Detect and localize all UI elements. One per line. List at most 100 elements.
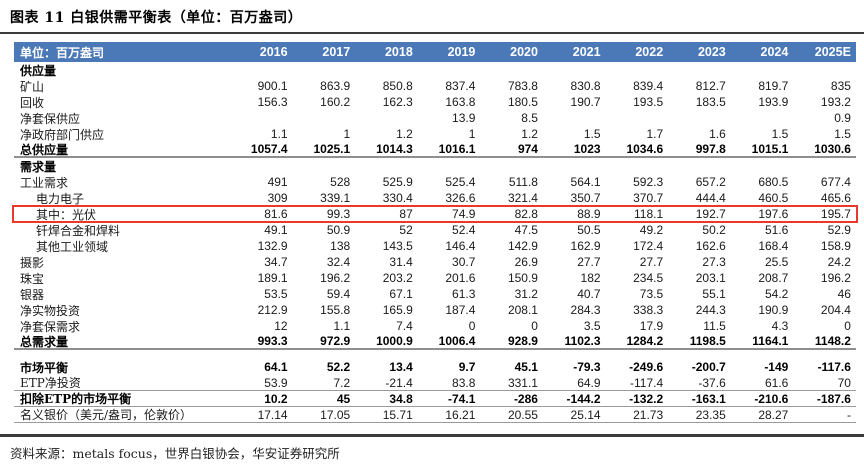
value-cell: 46 (837, 287, 851, 301)
value-cell: 1006.4 (438, 334, 476, 348)
value-cell: -21.4 (385, 375, 413, 390)
value-cell: 0 (468, 319, 476, 333)
value-cell: 1.5 (583, 127, 601, 141)
value-cell: 45 (336, 391, 351, 406)
value-cell: 525.4 (445, 175, 476, 189)
value-cell: 17.14 (257, 407, 288, 422)
row-label: 总需求量 (20, 334, 69, 349)
value-cell: 24.2 (827, 255, 851, 269)
table-row: 其他工业领域 132.9 138 143.5 146.4 142.9 162.9 172.4 1… (14, 238, 856, 254)
value-cell: 12 (274, 319, 288, 333)
value-cell: 183.5 (695, 95, 726, 109)
value-cell: 592.3 (633, 175, 664, 189)
value-cell: 197.6 (758, 207, 789, 221)
row-label: 摄影 (20, 255, 45, 270)
value-cell: 20.55 (507, 407, 538, 422)
value-cell: 928.9 (507, 334, 538, 348)
value-cell: 15.71 (382, 407, 413, 422)
value-cell: 511.8 (508, 175, 538, 189)
value-cell: -149 (764, 360, 789, 374)
value-cell: 13.4 (389, 360, 413, 374)
row-label: 市场平衡 (20, 360, 69, 375)
value-cell: 1284.2 (626, 334, 664, 348)
value-cell: 1015.1 (751, 142, 789, 156)
value-cell: 165.9 (382, 303, 413, 317)
table-row: 供应量 (14, 62, 856, 78)
value-cell: 11.5 (703, 319, 726, 333)
value-cell: 163.8 (445, 95, 476, 109)
value-cell: 830.8 (570, 79, 601, 93)
value-cell: 7.2 (333, 375, 351, 390)
value-cell: 1000.9 (376, 334, 413, 348)
table-row: 钎焊合金和焊料 49.1 50.9 52 52.4 47.5 50.5 49.2 50.2 51.… (14, 222, 856, 238)
value-cell: 196.2 (320, 271, 351, 285)
value-cell: 208.1 (507, 303, 538, 317)
year-header: 2025E (814, 45, 851, 59)
value-cell: 32.4 (326, 255, 351, 269)
silver-supply-demand-table: 单位：百万盎司 2016 2017 2018 2019 2020 2021 2022 2023… (12, 42, 858, 423)
value-cell: 564.1 (570, 175, 601, 189)
row-label: ETP净投资 (20, 376, 81, 390)
row-label: 净政府部门供应 (20, 127, 105, 142)
value-cell: -117.6 (817, 360, 851, 374)
value-cell: 70 (837, 375, 851, 390)
row-label: 珠宝 (20, 271, 45, 286)
value-cell: 331.1 (507, 375, 538, 390)
value-cell: 67.1 (389, 287, 413, 301)
value-cell: 182 (580, 271, 601, 285)
value-cell: 192.7 (695, 207, 726, 221)
value-cell: 10.2 (264, 391, 288, 406)
year-header: 2018 (384, 45, 413, 59)
row-label: 名义银价（美元/盎司，伦敦价） (20, 408, 193, 422)
value-cell: 444.4 (695, 191, 726, 205)
value-cell: 839.4 (633, 79, 664, 93)
value-cell: 189.1 (257, 271, 288, 285)
year-header: 2024 (760, 45, 789, 59)
value-cell: 193.2 (820, 95, 851, 109)
value-cell: 819.7 (758, 79, 789, 93)
value-cell: 204.4 (820, 303, 851, 317)
table-row: 扣除ETP的市场平衡 10.2 45 34.8 -74.1 -286 -144.2 -132.… (14, 391, 856, 407)
value-cell: 28.27 (758, 407, 789, 422)
value-cell: 52 (399, 223, 413, 237)
table-row: 净套保供应 13.9 8.5 0.9 (14, 110, 856, 126)
value-cell: 81.6 (264, 207, 288, 221)
value-cell: 837.4 (445, 79, 476, 93)
table-row: 摄影 34.7 32.4 31.4 30.7 26.9 27.7 27.7 27.3 25.5 24… (14, 254, 856, 270)
value-cell: 21.73 (633, 407, 664, 422)
value-cell: 27.7 (639, 255, 664, 269)
value-cell: 677.4 (820, 175, 851, 189)
year-header: 2016 (259, 45, 288, 59)
value-cell: 45.1 (514, 360, 538, 374)
value-cell: 64.1 (264, 360, 288, 374)
value-cell: 195.7 (820, 207, 851, 221)
value-cell: 203.2 (382, 271, 413, 285)
value-cell: 190.9 (758, 303, 789, 317)
value-cell: - (846, 407, 851, 422)
value-cell: -117.4 (630, 375, 664, 390)
value-cell: 4.3 (771, 319, 789, 333)
value-cell: 50.2 (702, 223, 726, 237)
value-cell: 1014.3 (376, 142, 413, 156)
value-cell: 162.9 (570, 239, 601, 253)
value-cell: 193.9 (758, 95, 789, 109)
value-cell: -144.2 (566, 391, 601, 406)
value-cell: 7.4 (396, 319, 413, 333)
year-header: 2017 (322, 45, 351, 59)
value-cell: 88.9 (577, 207, 601, 221)
row-label: 扣除ETP的市场平衡 (20, 392, 132, 406)
value-cell: 49.1 (264, 223, 288, 237)
value-cell: 87 (399, 207, 413, 221)
row-label: 银器 (20, 287, 45, 302)
value-cell: 30.7 (452, 255, 476, 269)
value-cell: -79.3 (573, 360, 601, 374)
value-cell: 187.4 (445, 303, 476, 317)
value-cell: 201.6 (445, 271, 476, 285)
value-cell: 52.4 (452, 223, 476, 237)
value-cell: 17.05 (320, 407, 351, 422)
value-cell: 118.1 (634, 207, 664, 221)
year-header: 2020 (510, 45, 538, 59)
value-cell: 9.7 (458, 360, 476, 374)
value-cell: 26.9 (514, 255, 538, 269)
